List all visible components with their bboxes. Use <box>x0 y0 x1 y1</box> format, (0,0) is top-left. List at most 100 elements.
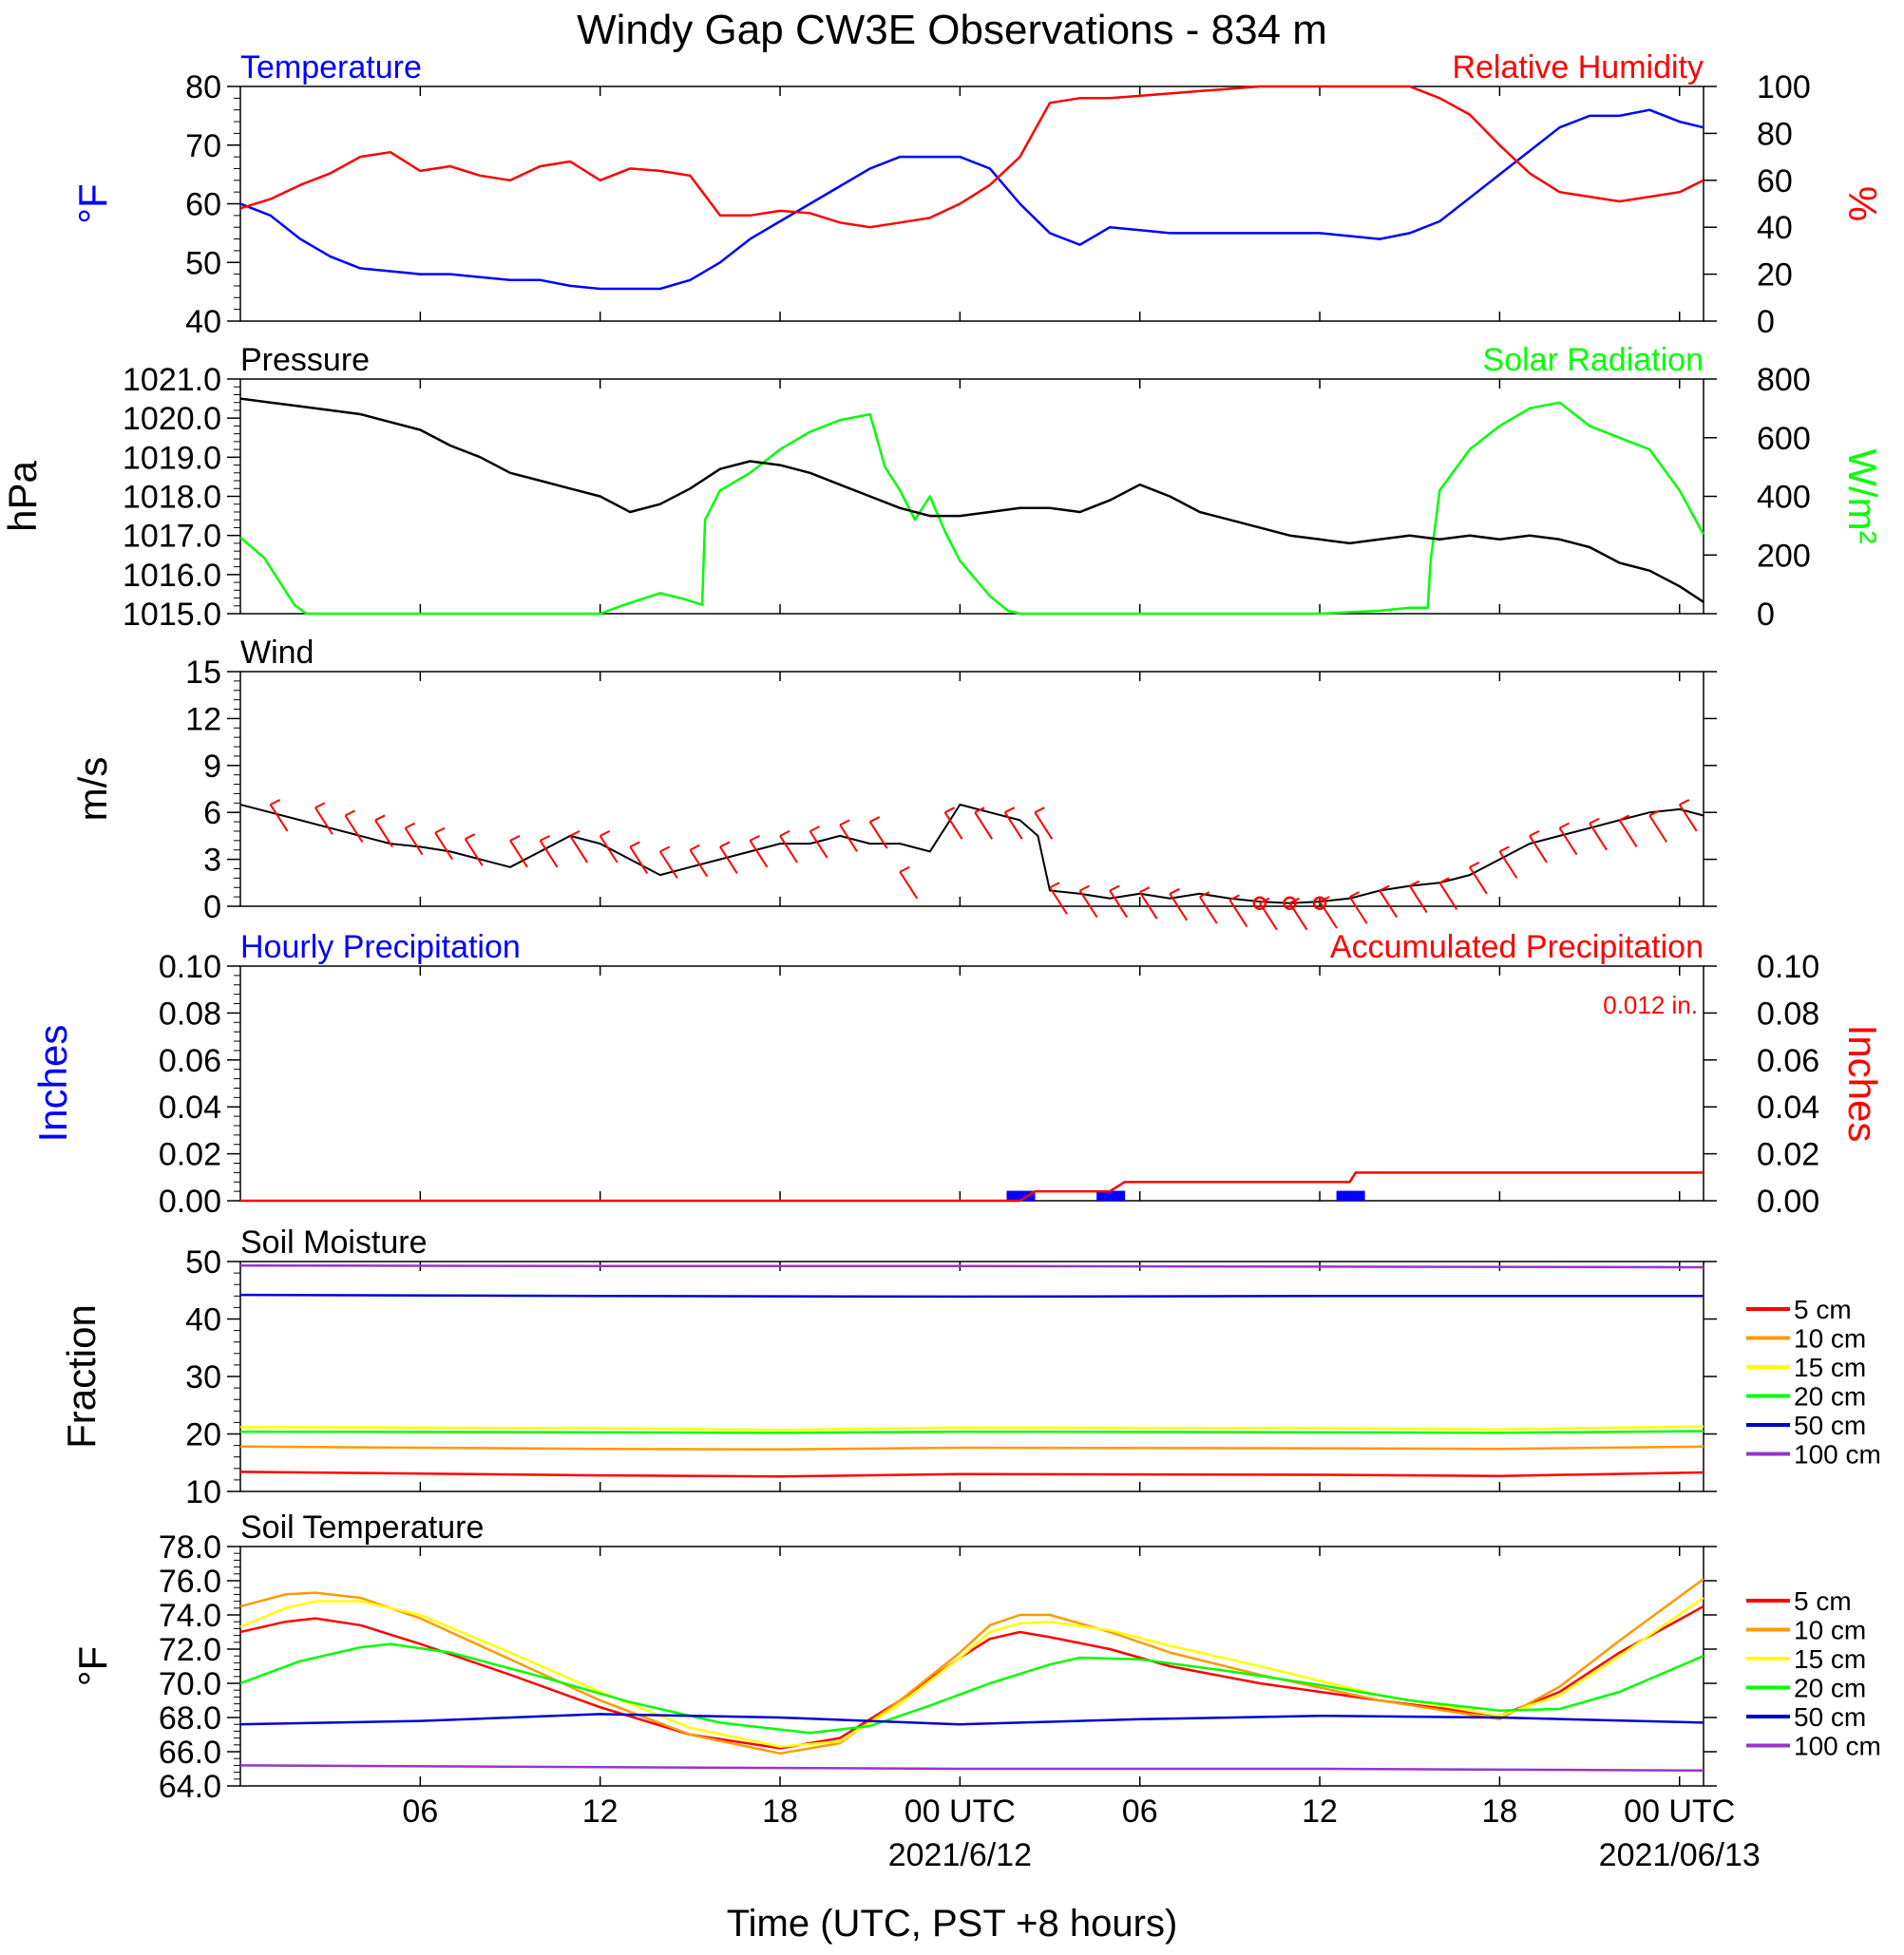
pressure_solar-ytick-label-right: 600 <box>1757 421 1811 457</box>
precip-title-left: Hourly Precipitation <box>240 929 521 965</box>
wind-barb <box>809 830 828 859</box>
wind-barb-flag <box>1034 807 1045 814</box>
soil-temperature-100cm-series <box>239 1764 1704 1773</box>
wind-barb-flag <box>899 865 910 873</box>
temp_rh-ytick-label-right: 0 <box>1757 304 1775 340</box>
pressure_solar-ytick-label-right: 400 <box>1757 480 1811 516</box>
soil-moisture-legend-label: 100 cm <box>1794 1440 1881 1470</box>
wind-ytick-label-left: 15 <box>185 655 221 691</box>
wind-barb <box>1034 811 1054 840</box>
wind-barb-flag <box>314 802 326 809</box>
wind-barb <box>599 835 619 864</box>
wind-barb-flag <box>659 845 671 853</box>
wind-barb-flag <box>1438 877 1450 884</box>
wind-barb <box>314 807 333 835</box>
precip-ytick-label-right: 0.08 <box>1757 996 1819 1032</box>
precip-annotation: 0.012 in. <box>1603 991 1698 1019</box>
wind-barb-flag <box>689 844 700 851</box>
wind-barb-flag <box>1379 884 1390 892</box>
pressure_solar-ytick-label-right: 0 <box>1757 597 1775 633</box>
wind-barb <box>1198 896 1218 924</box>
wind-barb <box>1498 850 1518 879</box>
wind-barb-flag <box>540 834 551 842</box>
wind-barb <box>1109 889 1129 919</box>
temp_rh-ylabel-right: % <box>1840 186 1885 221</box>
wind-ytick-label-left: 12 <box>185 701 221 737</box>
wind-barb-flag <box>1648 809 1660 817</box>
wind-barb <box>839 824 858 852</box>
wind-barb <box>1589 823 1608 851</box>
soil-temperature-10cm-series <box>239 1578 1704 1756</box>
soil-moisture-5cm-series <box>239 1471 1704 1478</box>
soil-moisture-legend-label: 10 cm <box>1794 1324 1866 1354</box>
wind-barb-flag <box>1619 814 1630 822</box>
hourly-precip-bar <box>1336 1190 1365 1201</box>
x-tick-label: 00 UTC <box>1624 1794 1735 1830</box>
pressure_solar-ytick-label-left: 1016.0 <box>123 558 221 594</box>
pressure_solar-ytick-label-right: 200 <box>1757 538 1811 574</box>
wind-barb <box>1469 866 1488 895</box>
precip-ytick-label-left: 0.06 <box>159 1043 221 1079</box>
wind-barb <box>434 832 453 861</box>
wind-barb-flag <box>1049 882 1060 889</box>
soil_temp-title-left: Soil Temperature <box>240 1509 484 1546</box>
wind-barb <box>1558 827 1578 856</box>
soil_moisture-ytick-label-left: 10 <box>185 1474 221 1510</box>
soil-moisture-legend-label: 5 cm <box>1794 1295 1852 1324</box>
wind-barb <box>1169 893 1189 921</box>
wind-barb <box>1138 891 1158 920</box>
soil-moisture-legend-label: 50 cm <box>1794 1411 1866 1440</box>
precip-ytick-label-right: 0.00 <box>1757 1184 1819 1220</box>
soil-temperature-legend-label: 50 cm <box>1794 1702 1866 1732</box>
wind-barb-flag <box>974 807 985 814</box>
wind-barb <box>1529 835 1548 864</box>
wind-barb <box>569 835 588 864</box>
soil_moisture-ytick-label-left: 30 <box>185 1359 221 1395</box>
pressure_solar-ytick-label-left: 1018.0 <box>123 480 221 516</box>
wind-barb-flag <box>465 833 476 841</box>
solar-radiation-series <box>239 401 1705 616</box>
wind-barb-flag <box>434 826 446 834</box>
precip-ytick-label-left: 0.00 <box>159 1184 221 1220</box>
wind-barb-flag <box>1409 880 1420 887</box>
precip-ytick-label-left: 0.08 <box>159 996 221 1032</box>
x-tick-date: 2021/06/13 <box>1599 1837 1761 1873</box>
x-tick-label: 12 <box>1302 1794 1338 1830</box>
wind-barb-flag <box>944 807 956 814</box>
temp_rh-ytick-label-left: 70 <box>185 128 221 164</box>
soil-moisture-20cm-series <box>239 1430 1704 1434</box>
accumulated-precip-series <box>240 1171 1704 1203</box>
soil-moisture-10cm-series <box>239 1445 1704 1452</box>
pressure_solar-ytick-label-left: 1019.0 <box>123 440 221 476</box>
wind-barb-flag <box>1469 861 1480 868</box>
precip-frame <box>239 965 1704 1202</box>
wind-barb <box>899 871 919 900</box>
soil_temp-ytick-label-left: 76.0 <box>159 1564 221 1600</box>
wind-barb <box>943 811 963 840</box>
wind-barb-flag <box>405 822 416 829</box>
pressure_solar-ytick-label-left: 1017.0 <box>123 519 221 555</box>
wind-barb-flag <box>1228 894 1240 902</box>
wind-barb-flag <box>809 826 821 832</box>
wind-ytick-label-left: 0 <box>203 889 221 925</box>
wind-speed-series <box>239 804 1704 904</box>
temp_rh-ytick-label-left: 80 <box>185 69 221 105</box>
wind-barb-flag <box>1079 884 1091 892</box>
wind-barb-flag <box>779 830 790 837</box>
wind-barb <box>1003 811 1023 840</box>
pressure_solar-title-left: Pressure <box>240 342 370 378</box>
x-tick-label: 18 <box>1481 1794 1517 1830</box>
temp_rh-ytick-label-left: 40 <box>185 304 221 340</box>
wind-ytick-label-left: 9 <box>203 749 221 785</box>
wind-barb <box>374 819 393 847</box>
wind-barb-flag <box>1589 817 1600 825</box>
precip-ytick-label-right: 0.04 <box>1757 1090 1819 1126</box>
x-tick-label: 00 UTC <box>904 1794 1016 1830</box>
pressure_solar-title-right: Solar Radiation <box>1483 342 1704 378</box>
wind-barb <box>539 840 559 868</box>
wind-barb <box>1678 804 1698 832</box>
wind-barb <box>779 835 798 864</box>
wind-barb <box>719 845 738 874</box>
wind-barb-flag <box>1109 884 1120 892</box>
